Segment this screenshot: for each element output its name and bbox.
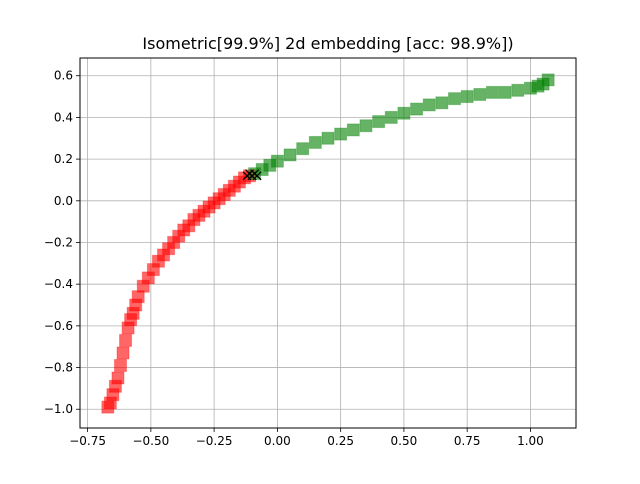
data-point (541, 73, 555, 87)
chart-title: Isometric[99.9%] 2d embedding [acc: 98.9… (142, 34, 513, 53)
y-tick-label: −0.6 (44, 319, 73, 333)
y-tick-label: −1.0 (44, 402, 73, 416)
y-tick-label: −0.8 (44, 361, 73, 375)
data-point (485, 85, 499, 99)
plot-frame (79, 57, 577, 429)
y-axis: −1.0 −0.8 −0.6 −0.4 −0.2 0.0 0.2 0.4 0.6 (44, 69, 80, 416)
x-tick-label: −0.50 (132, 434, 169, 448)
data-point (270, 154, 284, 168)
data-point (334, 127, 348, 141)
x-tick-label: 0.25 (327, 434, 354, 448)
data-point (283, 148, 297, 162)
data-point (359, 119, 373, 133)
data-point (116, 346, 130, 360)
data-point (111, 371, 125, 385)
x-tick-label: 0.00 (264, 434, 291, 448)
data-point (460, 90, 474, 104)
x-tick-label: 0.75 (454, 434, 481, 448)
y-tick-label: 0.2 (54, 152, 73, 166)
data-point (435, 96, 449, 110)
data-point (113, 358, 127, 372)
data-point (422, 98, 436, 112)
data-point (410, 102, 424, 116)
y-tick-label: 0.4 (54, 110, 73, 124)
x-tick-label: −0.75 (69, 434, 106, 448)
x-tick-label: 1.00 (517, 434, 544, 448)
data-point (498, 85, 512, 99)
y-tick-label: 0.6 (54, 69, 73, 83)
data-point (308, 135, 322, 149)
data-point (119, 333, 133, 347)
y-tick-label: −0.4 (44, 277, 73, 291)
data-point (473, 87, 487, 101)
x-tick-label: 0.50 (391, 434, 418, 448)
series-2 (242, 169, 262, 181)
data-point (397, 106, 411, 120)
x-axis: −0.75 −0.50 −0.25 0.00 0.25 0.50 0.75 1.00 (69, 428, 544, 448)
x-tick-label: −0.25 (196, 434, 233, 448)
data-point (384, 110, 398, 124)
data-point (296, 142, 310, 156)
data-points (101, 73, 555, 414)
y-tick-label: 0.0 (54, 194, 73, 208)
data-point (252, 171, 262, 181)
data-point (511, 83, 525, 97)
data-point (448, 92, 462, 106)
y-tick-label: −0.2 (44, 235, 73, 249)
data-point (321, 131, 335, 145)
grid (80, 58, 576, 428)
data-point (372, 115, 386, 129)
series-1 (248, 73, 555, 181)
series-0 (101, 169, 257, 414)
data-point (346, 123, 360, 137)
